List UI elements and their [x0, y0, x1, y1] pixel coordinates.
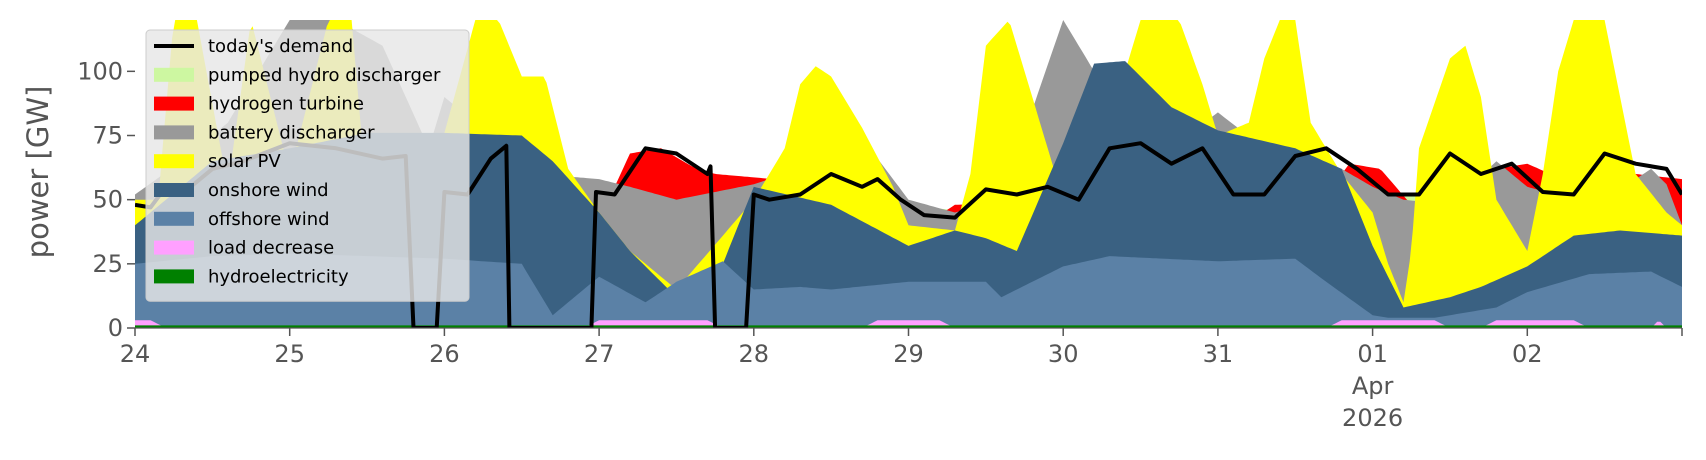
- x-tick-label: 31: [1203, 340, 1234, 368]
- x-tick-label: 24: [120, 340, 151, 368]
- legend-entry-label: offshore wind: [208, 209, 330, 230]
- x-secondary-label: Apr: [1352, 372, 1394, 400]
- y-tick-label: 75: [92, 122, 123, 150]
- x-tick-label: 30: [1048, 340, 1079, 368]
- legend-swatch: [154, 183, 194, 197]
- x-tick-label: 25: [274, 340, 305, 368]
- legend-swatch: [154, 67, 194, 82]
- y-tick-label: 50: [92, 186, 123, 214]
- y-tick-label: 0: [108, 314, 123, 342]
- legend-entry-label: load decrease: [208, 238, 334, 259]
- legend-entry-label: pumped hydro discharger: [208, 65, 441, 86]
- axes: 0 25 50 75 100 24 25 26 27 28 29 30 31 01 02 Apr 2026: [77, 57, 1683, 432]
- y-axis-title: power [GW]: [21, 86, 55, 259]
- legend-swatch: [154, 96, 194, 111]
- x-tick-label: 28: [739, 340, 770, 368]
- x-tick-label: 29: [893, 340, 924, 368]
- x-tick-label: 26: [429, 340, 460, 368]
- y-tick-label: 100: [77, 57, 123, 85]
- legend: today's demand pumped hydro discharger hyd…: [145, 29, 470, 302]
- legend-swatch: [154, 269, 194, 284]
- legend-swatch: [154, 211, 194, 226]
- x-secondary-label: 2026: [1342, 404, 1403, 432]
- legend-swatch: [154, 240, 194, 255]
- legend-entry-label: solar PV: [208, 151, 281, 172]
- y-tick-label: 25: [92, 250, 123, 278]
- legend-entry-label: today's demand: [208, 36, 353, 57]
- legend-entry-label: battery discharger: [208, 122, 375, 143]
- area-load-decrease: [135, 320, 1682, 328]
- legend-entry-label: hydrogen turbine: [208, 94, 364, 115]
- legend-entry-label: onshore wind: [208, 180, 329, 201]
- x-tick-label: 27: [584, 340, 615, 368]
- legend-entry-label: hydroelectricity: [208, 266, 349, 287]
- x-tick-label: 01: [1357, 340, 1388, 368]
- legend-box: [145, 29, 470, 302]
- stacked-area-layers: [135, 20, 1682, 328]
- area-offshore-wind: [135, 253, 1682, 328]
- legend-swatch: [154, 154, 194, 169]
- legend-swatch: [154, 125, 194, 140]
- x-tick-label: 02: [1512, 340, 1543, 368]
